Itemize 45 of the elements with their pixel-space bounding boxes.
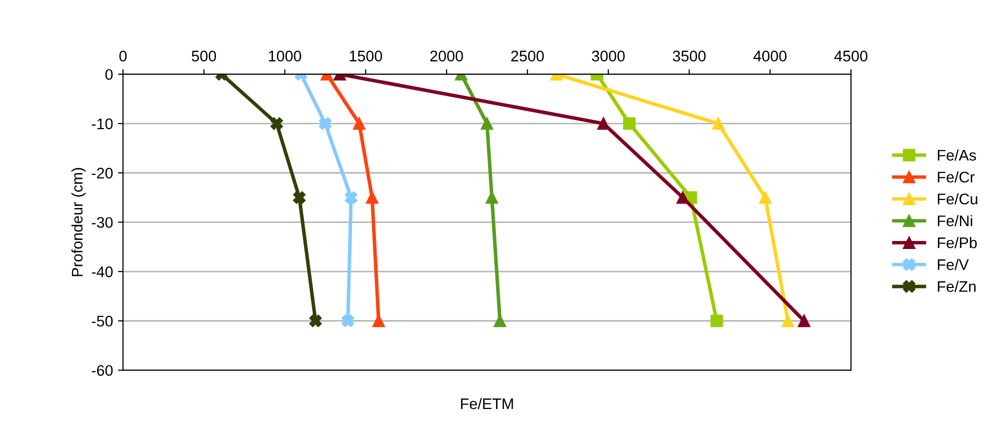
y-tick-label: -60 [92, 365, 113, 376]
point [352, 117, 366, 130]
point [342, 314, 354, 328]
legend-label: Fe/Cu [938, 193, 978, 204]
y-tick-label: 0 [105, 69, 113, 80]
legend-label: Fe/V [938, 258, 969, 270]
point [270, 117, 283, 130]
x-tick-label: 4000 [753, 50, 787, 62]
x-axis-title: Fe/ETM [461, 398, 513, 410]
legend-label: Fe/Ni [938, 215, 972, 226]
point [480, 117, 494, 130]
x-tick-label: 4500 [834, 50, 868, 62]
x-tick-label: 2000 [430, 50, 463, 62]
legend-label: Fe/Cr [938, 171, 975, 183]
point [759, 191, 772, 204]
point [712, 117, 725, 130]
legend-label: Fe/Zn [938, 280, 976, 292]
point [782, 314, 794, 328]
y-tick-label: -20 [92, 168, 113, 179]
point [486, 191, 498, 204]
point [318, 117, 332, 130]
y-axis-title: Profondeur (cm) [71, 168, 86, 276]
x-tick-label: 3000 [592, 50, 625, 62]
legend-label: Fe/As [938, 149, 976, 161]
y-tick-label: -30 [92, 217, 113, 228]
y-tick-label: -10 [92, 118, 113, 130]
x-tick-label: 0 [119, 50, 127, 62]
y-tick-label: -40 [92, 266, 113, 278]
point [798, 314, 810, 328]
point [623, 117, 636, 130]
point [494, 314, 506, 328]
point [293, 191, 306, 204]
y-tick-label: -50 [92, 316, 113, 327]
x-tick-label: 2500 [511, 50, 544, 62]
x-tick-label: 500 [192, 50, 216, 62]
x-tick-label: 1000 [268, 50, 302, 62]
point [597, 117, 610, 130]
point [676, 191, 689, 204]
point [710, 314, 723, 328]
legend-label: Fe/Pb [938, 236, 977, 248]
x-tick-label: 3500 [672, 50, 706, 62]
point [366, 191, 378, 204]
x-tick-label: 1500 [350, 50, 382, 62]
point [309, 314, 322, 328]
point [344, 191, 358, 204]
